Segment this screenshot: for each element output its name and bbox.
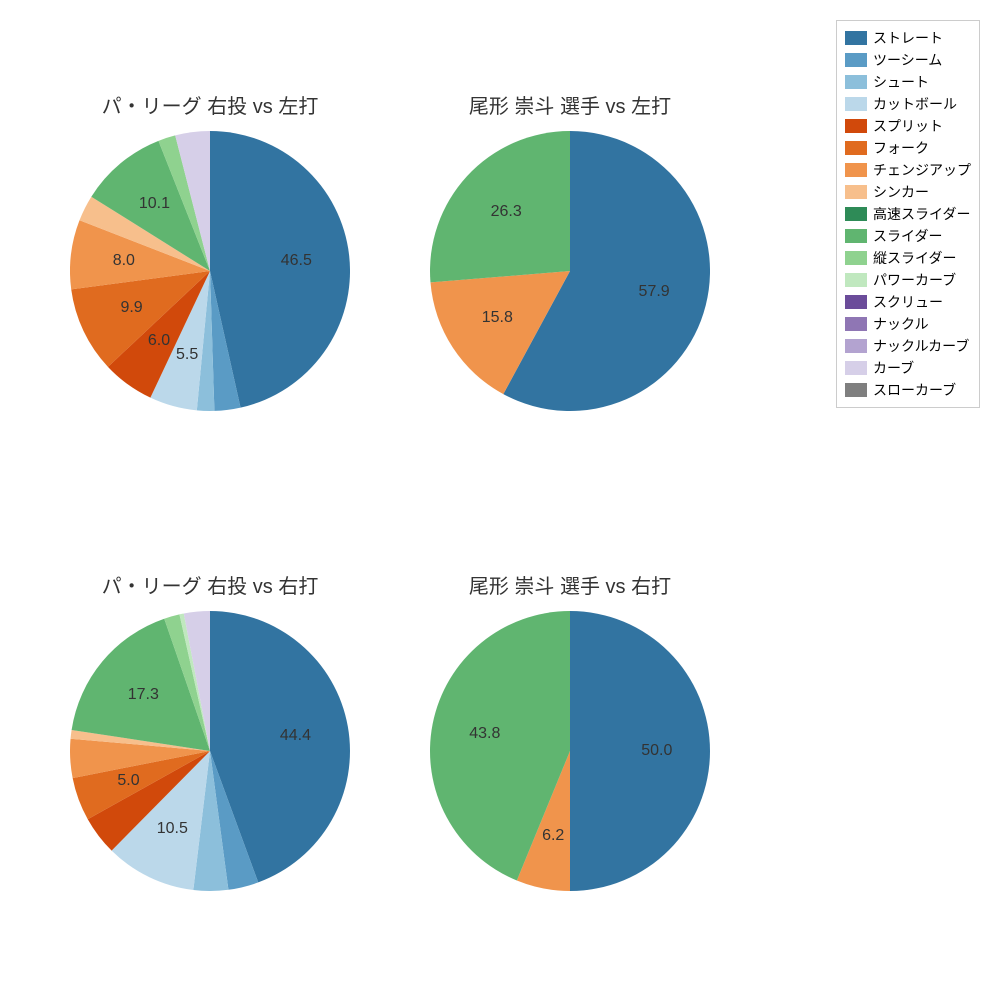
legend-item: フォーク	[845, 137, 971, 159]
pie-slice-label: 6.0	[148, 332, 170, 350]
legend-swatch	[845, 97, 867, 111]
pie-chart-top-right: 尾形 崇斗 選手 vs 左打 57.9 15.8 26.3	[430, 90, 710, 411]
legend-label: ナックルカーブ	[873, 336, 969, 356]
pie-slice-label: 26.3	[491, 203, 522, 221]
legend: ストレートツーシームシュートカットボールスプリットフォークチェンジアップシンカー…	[836, 20, 980, 408]
legend-swatch	[845, 119, 867, 133]
legend-label: ツーシーム	[873, 50, 942, 70]
legend-item: シンカー	[845, 181, 971, 203]
pie-slice-label: 10.1	[139, 195, 170, 213]
legend-swatch	[845, 31, 867, 45]
legend-item: カットボール	[845, 93, 971, 115]
legend-label: スプリット	[873, 116, 943, 136]
legend-swatch	[845, 339, 867, 353]
pie-slice-label: 10.5	[157, 820, 188, 838]
legend-label: カーブ	[873, 358, 914, 378]
pie-slice-label: 5.5	[176, 346, 198, 364]
legend-item: スローカーブ	[845, 379, 971, 401]
legend-item: 高速スライダー	[845, 203, 971, 225]
legend-label: カットボール	[873, 94, 957, 114]
legend-item: ツーシーム	[845, 49, 971, 71]
pie-slice-label: 5.0	[117, 772, 139, 790]
pie-slice-label: 17.3	[128, 686, 159, 704]
legend-swatch	[845, 295, 867, 309]
chart-title: パ・リーグ 右投 vs 左打	[70, 90, 350, 119]
legend-item: チェンジアップ	[845, 159, 971, 181]
pie-slice-label: 6.2	[542, 827, 564, 845]
legend-swatch	[845, 185, 867, 199]
pie-wrap: 46.5 5.5 6.0 9.9 8.0 10.1	[70, 131, 350, 411]
legend-swatch	[845, 141, 867, 155]
legend-swatch	[845, 53, 867, 67]
legend-item: パワーカーブ	[845, 269, 971, 291]
legend-swatch	[845, 207, 867, 221]
legend-swatch	[845, 163, 867, 177]
legend-item: スライダー	[845, 225, 971, 247]
legend-label: 高速スライダー	[873, 204, 970, 224]
pie-slice-label: 8.0	[113, 252, 135, 270]
legend-item: スクリュー	[845, 291, 971, 313]
pie-chart-bottom-left: パ・リーグ 右投 vs 右打 44.4 10.5 5.0 17.3	[70, 570, 350, 891]
pie-wrap: 44.4 10.5 5.0 17.3	[70, 611, 350, 891]
pie-slice-label: 50.0	[641, 742, 672, 760]
legend-label: ナックル	[873, 314, 929, 334]
legend-item: ストレート	[845, 27, 971, 49]
legend-item: ナックルカーブ	[845, 335, 971, 357]
pie-slice-label: 44.4	[280, 727, 311, 745]
legend-swatch	[845, 317, 867, 331]
pie-chart-bottom-right: 尾形 崇斗 選手 vs 右打 50.0 6.2 43.8	[430, 570, 710, 891]
pie-wrap: 50.0 6.2 43.8	[430, 611, 710, 891]
legend-label: パワーカーブ	[873, 270, 956, 290]
legend-label: フォーク	[873, 138, 929, 158]
pie-svg	[430, 131, 710, 411]
pie-slice-label: 46.5	[281, 252, 312, 270]
pie-slice-label: 9.9	[120, 299, 142, 317]
legend-label: スローカーブ	[873, 380, 956, 400]
pie-svg	[70, 131, 350, 411]
legend-item: カーブ	[845, 357, 971, 379]
pie-slice-label: 43.8	[469, 725, 500, 743]
legend-label: ストレート	[873, 28, 943, 48]
legend-label: シュート	[873, 72, 929, 92]
chart-title: パ・リーグ 右投 vs 右打	[70, 570, 350, 599]
chart-title: 尾形 崇斗 選手 vs 右打	[430, 570, 710, 599]
pie-wrap: 57.9 15.8 26.3	[430, 131, 710, 411]
legend-label: スライダー	[873, 226, 942, 246]
pie-slice-label: 15.8	[482, 309, 513, 327]
legend-swatch	[845, 361, 867, 375]
pie-slice	[570, 611, 710, 891]
legend-label: 縦スライダー	[873, 248, 956, 268]
legend-label: シンカー	[873, 182, 929, 202]
legend-swatch	[845, 383, 867, 397]
pie-slice-label: 57.9	[639, 283, 670, 301]
legend-swatch	[845, 251, 867, 265]
pie-svg	[70, 611, 350, 891]
chart-title: 尾形 崇斗 選手 vs 左打	[430, 90, 710, 119]
legend-swatch	[845, 75, 867, 89]
legend-item: シュート	[845, 71, 971, 93]
legend-label: スクリュー	[873, 292, 943, 312]
pie-chart-top-left: パ・リーグ 右投 vs 左打 46.5 5.5 6.0 9.9 8.0 10.1	[70, 90, 350, 411]
legend-label: チェンジアップ	[873, 160, 971, 180]
legend-item: スプリット	[845, 115, 971, 137]
legend-swatch	[845, 273, 867, 287]
legend-swatch	[845, 229, 867, 243]
legend-item: ナックル	[845, 313, 971, 335]
legend-item: 縦スライダー	[845, 247, 971, 269]
